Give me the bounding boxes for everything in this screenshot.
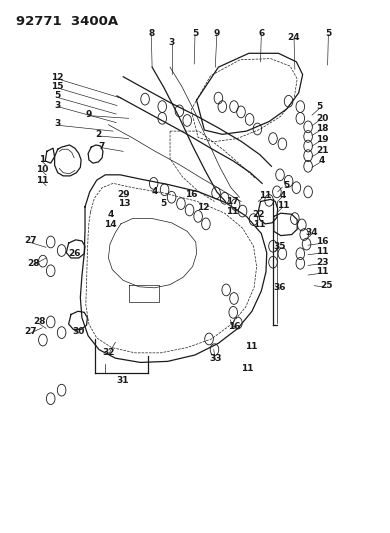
Text: 26: 26	[68, 249, 80, 258]
Text: 3: 3	[168, 38, 175, 47]
Text: 16: 16	[185, 190, 197, 198]
Text: 5: 5	[161, 199, 167, 208]
Text: 92771  3400A: 92771 3400A	[16, 15, 118, 28]
Text: 11: 11	[259, 191, 271, 199]
Text: 24: 24	[288, 33, 300, 42]
Text: 28: 28	[33, 318, 45, 326]
Text: 11: 11	[226, 207, 239, 215]
Text: 4: 4	[280, 191, 286, 199]
Text: 33: 33	[209, 354, 222, 362]
Text: 8: 8	[148, 29, 154, 37]
Text: 30: 30	[73, 327, 85, 336]
Text: 34: 34	[306, 228, 318, 237]
Text: 16: 16	[316, 238, 328, 246]
Text: 13: 13	[118, 199, 130, 208]
Text: 1: 1	[39, 156, 45, 164]
Text: 11: 11	[316, 268, 328, 276]
Text: 16: 16	[228, 322, 240, 330]
Text: 5: 5	[192, 29, 198, 37]
Text: 9: 9	[86, 110, 92, 118]
Text: 7: 7	[98, 142, 105, 150]
Text: 35: 35	[273, 242, 285, 251]
Text: 10: 10	[36, 165, 48, 174]
Polygon shape	[45, 148, 55, 163]
Text: 18: 18	[316, 125, 328, 133]
Text: 12: 12	[51, 73, 64, 82]
Polygon shape	[258, 199, 278, 224]
Polygon shape	[55, 145, 81, 176]
Text: 11: 11	[253, 221, 265, 229]
Polygon shape	[66, 240, 85, 258]
Text: 36: 36	[273, 284, 285, 292]
Text: 22: 22	[253, 210, 265, 219]
Text: 6: 6	[258, 29, 264, 37]
Text: 4: 4	[152, 188, 158, 196]
Text: 29: 29	[118, 190, 130, 198]
Text: 2: 2	[95, 130, 101, 139]
Text: 25: 25	[320, 281, 332, 290]
Text: 4: 4	[108, 210, 114, 219]
Text: 11: 11	[241, 365, 254, 373]
Text: 21: 21	[316, 146, 328, 155]
Text: 11: 11	[277, 201, 289, 210]
Text: 17: 17	[226, 197, 239, 206]
Text: 31: 31	[116, 376, 129, 385]
Text: 12: 12	[197, 204, 209, 212]
Polygon shape	[88, 145, 103, 163]
Polygon shape	[274, 213, 297, 236]
Text: 11: 11	[36, 176, 48, 184]
Text: 19: 19	[316, 135, 328, 144]
Text: 9: 9	[214, 29, 220, 37]
Text: 27: 27	[24, 237, 37, 245]
Text: 5: 5	[317, 102, 323, 111]
Text: 14: 14	[105, 221, 117, 229]
Text: 20: 20	[316, 114, 328, 123]
Text: 3: 3	[55, 119, 61, 128]
Polygon shape	[69, 311, 87, 329]
Text: 11: 11	[316, 247, 328, 256]
Text: 23: 23	[316, 258, 328, 266]
Text: 11: 11	[245, 342, 257, 351]
Text: 5: 5	[55, 92, 61, 100]
Text: 5: 5	[283, 181, 289, 190]
Text: 28: 28	[27, 259, 40, 268]
Text: 5: 5	[325, 29, 332, 37]
Text: 15: 15	[51, 82, 64, 91]
Text: 3: 3	[55, 101, 61, 109]
Text: 27: 27	[24, 327, 37, 336]
Text: 4: 4	[319, 157, 325, 165]
Text: 32: 32	[102, 349, 115, 357]
